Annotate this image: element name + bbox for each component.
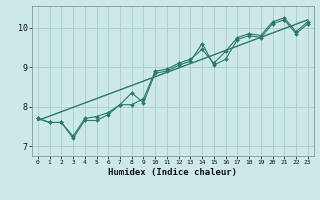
X-axis label: Humidex (Indice chaleur): Humidex (Indice chaleur): [108, 168, 237, 177]
